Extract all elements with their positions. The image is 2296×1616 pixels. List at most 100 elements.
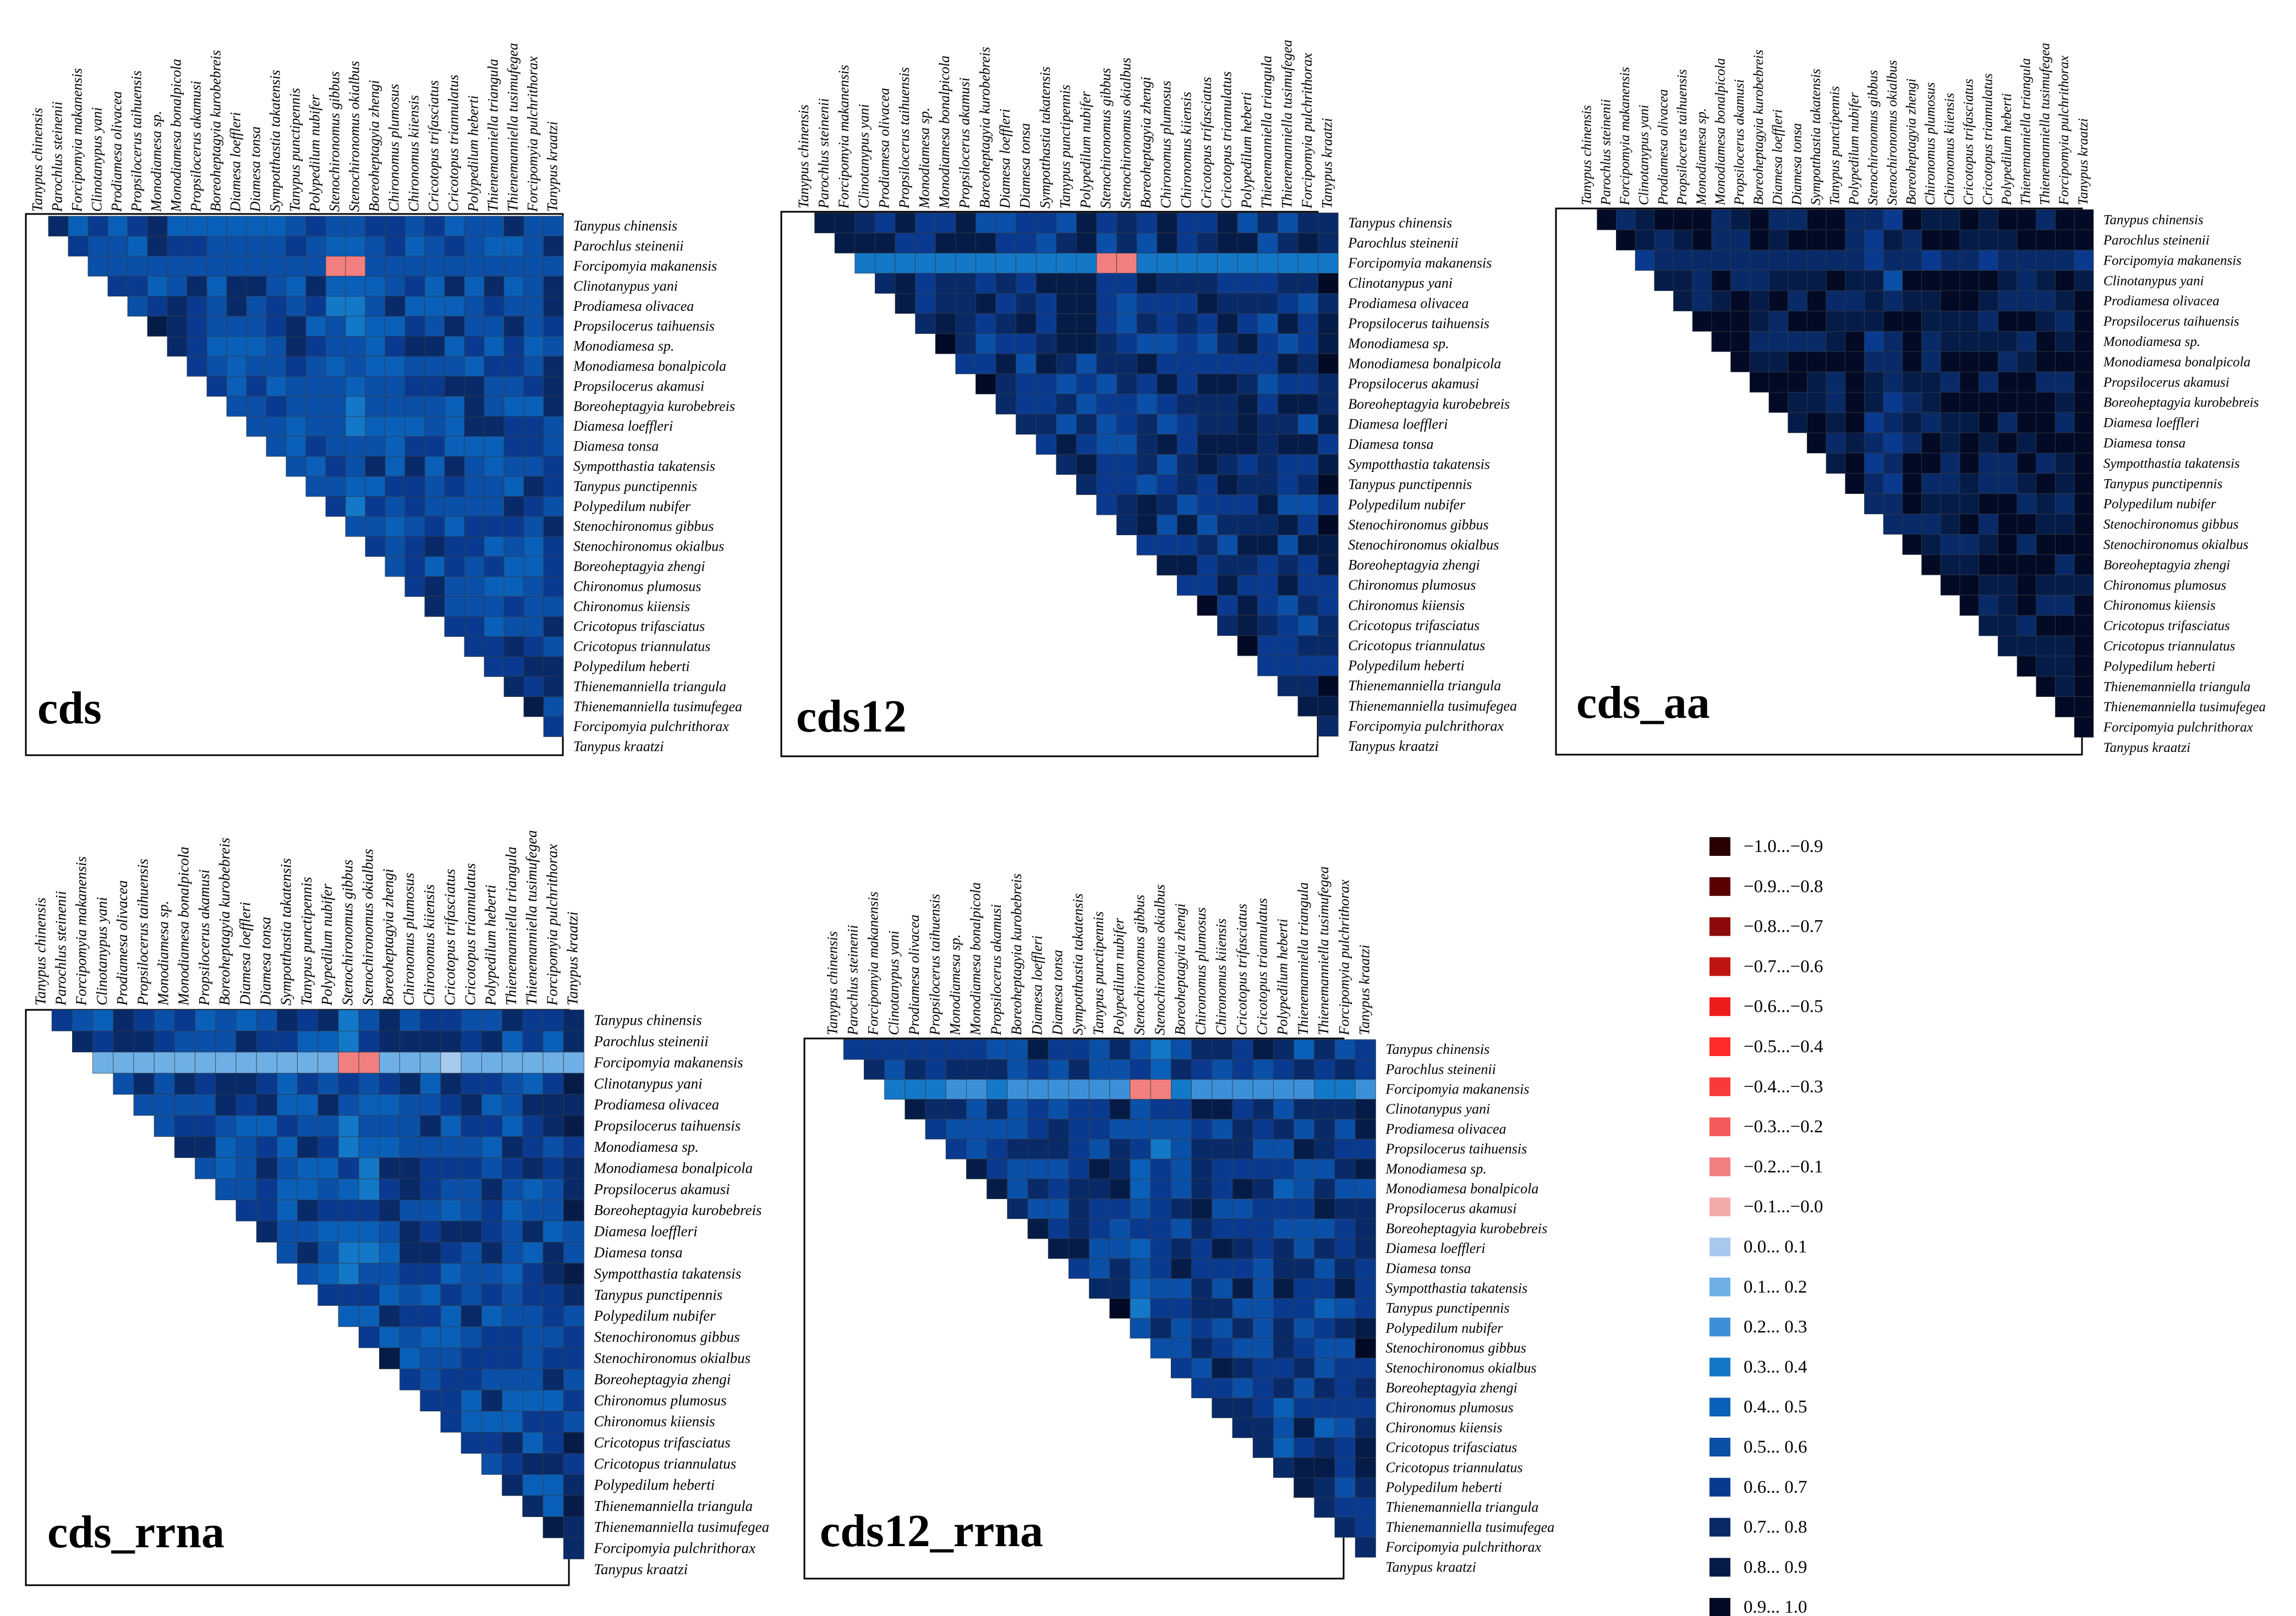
heatmap-cell (1314, 1278, 1335, 1299)
heatmap-cell (481, 1389, 503, 1411)
heatmap-cell (444, 476, 465, 497)
heatmap-cell (1940, 392, 1960, 413)
heatmap-cell (1297, 454, 1318, 475)
row-label: Diamesa loeffleri (573, 418, 673, 434)
heatmap-cell (966, 1119, 988, 1140)
heatmap-cell (1277, 373, 1298, 394)
heatmap-cell (1959, 534, 1980, 555)
column-label: Tanypus punctipennis (287, 88, 303, 212)
row-label: Thienemanniella tusimufegea (1385, 1519, 1554, 1535)
heatmap-cell (424, 456, 445, 477)
heatmap-cell (1048, 1158, 1069, 1179)
heatmap-cell (543, 376, 564, 397)
heatmap-cell (305, 476, 326, 497)
heatmap-cell (305, 336, 326, 357)
heatmap-cell (2074, 696, 2094, 717)
heatmap-cell (92, 1009, 114, 1031)
heatmap-cell (1997, 595, 2018, 616)
heatmap-cell (1212, 1099, 1233, 1120)
heatmap-cell (127, 276, 148, 297)
heatmap-cell (365, 336, 386, 357)
column-label: Sympotthastia takatensis (1809, 69, 1823, 205)
column-label: Monodiamesa bonalpicola (176, 847, 192, 1006)
row-label: Clinotanypus yani (1385, 1101, 1490, 1117)
row-label: Chironomus plumosus (1348, 577, 1476, 593)
heatmap-cell (365, 496, 386, 517)
heatmap-cell (147, 316, 168, 337)
heatmap-cell (2055, 676, 2075, 697)
heatmap-cell (358, 1326, 380, 1348)
heatmap-cell (1089, 1139, 1110, 1159)
heatmap-cell (444, 235, 465, 257)
heatmap-cell (481, 1368, 503, 1390)
heatmap-cell (444, 456, 465, 477)
heatmap-cell (2074, 270, 2094, 292)
heatmap-cell (187, 336, 207, 357)
row-label: Sympotthastia takatensis (2103, 456, 2240, 471)
heatmap-cell (2074, 615, 2094, 636)
heatmap-cell (1076, 434, 1097, 455)
heatmap-cell (995, 212, 1016, 233)
heatmap-cell (1136, 373, 1158, 394)
heatmap-cell (522, 1432, 544, 1454)
heatmap-cell (1109, 1278, 1131, 1299)
heatmap-cell (1318, 514, 1339, 535)
heatmap-cell (481, 1305, 503, 1327)
heatmap-cell (1136, 474, 1158, 495)
heatmap-cell (226, 276, 247, 297)
column-label: Cricotopus triannulatus (1219, 72, 1235, 208)
column-label: Monodiamesa sp. (1694, 108, 1709, 206)
row-label: Tanypus kraatzi (1348, 738, 1438, 754)
heatmap-cell (543, 576, 564, 597)
heatmap-cell (1940, 290, 1960, 311)
heatmap-cell (1089, 1039, 1110, 1060)
heatmap-cell (915, 233, 936, 254)
heatmap-cell (113, 1031, 134, 1053)
heatmap-cell (484, 596, 505, 617)
heatmap-cell (1007, 1099, 1028, 1120)
heatmap-cell (1277, 575, 1298, 596)
heatmap-cell (464, 216, 485, 237)
heatmap-cell (385, 336, 406, 357)
heatmap-cell (440, 1389, 462, 1411)
heatmap-cell (440, 1178, 462, 1200)
heatmap-cell (167, 316, 188, 337)
heatmap-cell (523, 456, 544, 477)
heatmap-cell (338, 1200, 359, 1222)
heatmap-cell (1237, 494, 1258, 515)
heatmap-cell (2036, 453, 2056, 474)
heatmap-cell (543, 476, 564, 497)
heatmap-cell (1252, 1298, 1274, 1319)
heatmap-cell (286, 276, 306, 297)
heatmap-cell (1692, 311, 1712, 332)
heatmap-cell (1277, 474, 1298, 495)
heatmap-cell (154, 1031, 175, 1053)
heatmap-cell (1711, 270, 1731, 292)
heatmap-cell (502, 1263, 523, 1285)
heatmap-cell (464, 496, 485, 517)
heatmap-cell (399, 1157, 421, 1179)
heatmap-cell (297, 1094, 319, 1116)
heatmap-cell (1176, 212, 1198, 233)
row-label: Stenochironomus okialbus (2103, 537, 2249, 552)
heatmap-cell (1826, 432, 1846, 454)
heatmap-cell (1116, 373, 1137, 394)
heatmap-cell (1157, 333, 1177, 354)
heatmap-cell (1902, 250, 1922, 271)
heatmap-cell (1297, 675, 1318, 696)
heatmap-cell (1845, 412, 1865, 433)
column-label: Propsilocerus taihuensis (1675, 69, 1690, 206)
heatmap-cell (365, 416, 386, 437)
heatmap-cell (854, 252, 875, 274)
heatmap-cell (1056, 394, 1077, 415)
heatmap-cell (563, 1411, 584, 1433)
heatmap-cell (1959, 595, 1980, 616)
heatmap-cell (1845, 229, 1865, 251)
heatmap-cell (127, 256, 148, 277)
heatmap-cell (464, 296, 485, 317)
heatmap-cell (365, 536, 386, 557)
heatmap-cell (174, 1052, 195, 1074)
row-label: Tanypus kraatzi (1385, 1559, 1476, 1575)
heatmap-cell (385, 456, 406, 477)
heatmap-cell (1191, 1298, 1213, 1319)
